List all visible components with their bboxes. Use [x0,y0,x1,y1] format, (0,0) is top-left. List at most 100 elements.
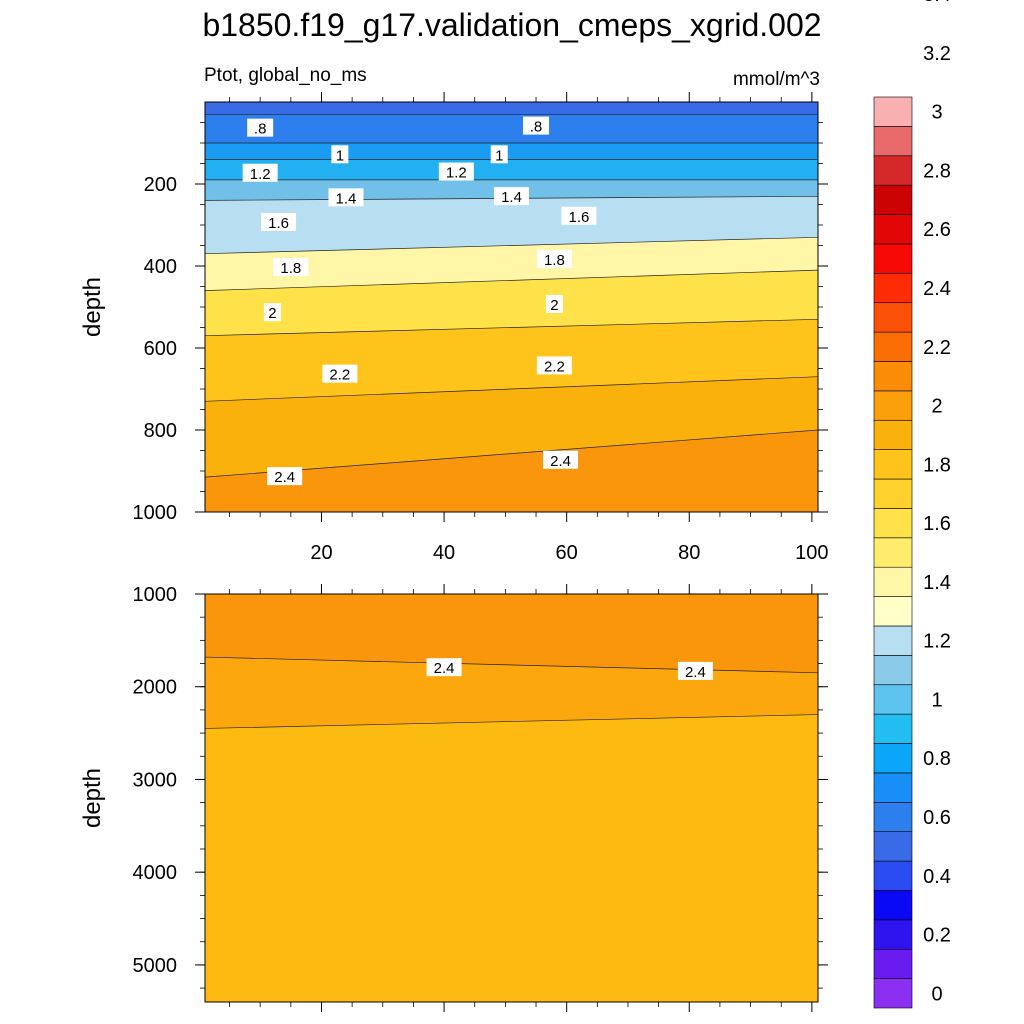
y-tick-label-lower-3: 4000 [133,862,178,884]
contour-label-upper-0: .8 [254,121,267,138]
contour-band-upper-0 [205,102,818,115]
plot-frame-lower [204,593,819,1003]
y-tick-label-upper-1: 400 [144,256,177,278]
contour-label-bg-upper-5 [438,162,474,181]
colorbar-swatch-1 [873,948,913,979]
contour-label-bg-upper-1 [523,116,550,135]
contour-line-upper-7 [204,269,819,291]
contour-line-upper-8 [204,318,819,337]
colorbar-swatch-7 [873,772,913,803]
contour-band-upper-8 [205,319,818,402]
colorbar-label-2: 0.4 [923,866,951,888]
contour-line-lower-1 [204,656,819,674]
contour-line-lower-2 [204,714,819,729]
colorbar-label-15: 3 [931,102,942,124]
colorbar-swatch-20 [873,390,913,421]
chart-title: b1850.f19_g17.validation_cmeps_xgrid.002 [202,7,821,43]
colorbar-swatch-0 [873,978,913,1009]
contour-line-upper-10 [204,429,819,478]
colorbar-swatch-8 [873,743,913,774]
contour-label-upper-13: 2 [550,297,558,314]
colorbar-label-8: 1.6 [923,513,951,535]
colorbar-swatch-18 [873,449,913,480]
colorbar-swatch-22 [873,331,913,362]
contour-label-bg-upper-11 [536,249,572,268]
colorbar-label-6: 1.2 [923,631,951,653]
contour-label-bg-lower-0 [426,658,462,677]
colorbar-swatch-23 [873,302,913,333]
x-tick-label-1: 40 [433,542,455,564]
contour-label-upper-8: 1.6 [268,215,289,232]
colorbar-swatch-5 [873,831,913,862]
y-tick-label-upper-4: 1000 [133,502,178,524]
colorbar-label-11: 2.2 [923,337,951,359]
colorbar-label-9: 1.8 [923,454,951,476]
colorbar-label-7: 1.4 [923,572,951,594]
colorbar-label-10: 2 [931,396,942,418]
colorbar-swatch-27 [873,184,913,215]
colorbar-label-5: 1 [931,689,942,711]
contour-label-upper-14: 2.2 [329,367,350,384]
contour-label-bg-upper-8 [261,212,297,231]
colorbar-swatch-29 [873,126,913,157]
contour-label-bg-upper-2 [331,145,349,164]
colorbar-swatch-6 [873,801,913,832]
contour-label-lower-0: 2.4 [434,660,455,677]
contour-label-bg-upper-14 [322,364,358,383]
contour-label-upper-10: 1.8 [280,260,301,277]
colorbar-swatch-10 [873,684,913,715]
variable-label: Ptot, global_no_ms [204,65,367,86]
colorbar: 0 0.2 0.4 0.6 0.8 1 1.2 1.4 1.6 1.8 2 2.2 2.4 2.6 2.8 3… [873,0,951,1009]
y-tick-label-upper-2: 600 [144,338,177,360]
colorbar-label-16: 3.2 [923,43,951,65]
y-tick-label-upper-3: 800 [144,420,177,442]
contour-band-upper-9 [205,376,818,478]
x-tick-label-2: 60 [556,542,578,564]
colorbar-swatch-4 [873,860,913,891]
contour-label-bg-upper-16 [267,467,303,486]
contour-band-upper-1 [205,114,818,143]
colorbar-swatch-9 [873,713,913,744]
contour-label-upper-5: 1.2 [446,165,467,182]
contour-label-upper-4: 1.2 [250,166,271,183]
colorbar-label-3: 0.6 [923,807,951,829]
units-label: mmol/m^3 [733,69,820,90]
colorbar-label-4: 0.8 [923,748,951,770]
contour-label-bg-upper-17 [543,450,579,469]
y-tick-label-upper-0: 200 [144,174,177,196]
contour-label-bg-upper-7 [494,187,529,206]
contour-label-upper-15: 2.2 [544,358,565,375]
contour-band-upper-7 [205,270,818,336]
x-tick-label-3: 80 [678,542,700,564]
contour-line-upper-9 [204,376,819,402]
contour-label-bg-upper-6 [328,188,364,207]
contour-label-bg-upper-3 [490,145,508,164]
colorbar-swatch-12 [873,625,913,656]
y-tick-label-lower-4: 5000 [133,955,178,977]
contour-line-upper-6 [204,236,819,255]
contour-band-upper-2 [205,143,818,160]
y-tick-label-lower-0: 1000 [133,584,178,606]
contour-band-upper-5 [205,196,818,254]
colorbar-swatch-30 [873,96,913,127]
colorbar-swatch-13 [873,596,913,627]
colorbar-swatch-2 [873,919,913,950]
contour-band-upper-10 [205,430,818,512]
contour-label-upper-1: .8 [530,119,543,136]
colorbar-swatch-24 [873,273,913,304]
colorbar-swatch-11 [873,655,913,686]
x-tick-label-0: 20 [310,542,332,564]
contour-label-upper-17: 2.4 [550,453,571,470]
contour-label-bg-upper-13 [545,294,563,313]
y-tick-label-lower-2: 3000 [133,769,178,791]
colorbar-swatch-26 [873,214,913,245]
contour-label-upper-3: 1 [495,147,503,164]
contour-label-upper-9: 1.6 [569,209,590,226]
colorbar-swatch-25 [873,243,913,274]
contour-label-upper-7: 1.4 [501,189,522,206]
contour-label-bg-upper-10 [273,258,309,277]
contour-label-upper-16: 2.4 [274,469,295,486]
contour-label-bg-upper-4 [242,163,278,182]
colorbar-label-13: 2.6 [923,219,951,241]
